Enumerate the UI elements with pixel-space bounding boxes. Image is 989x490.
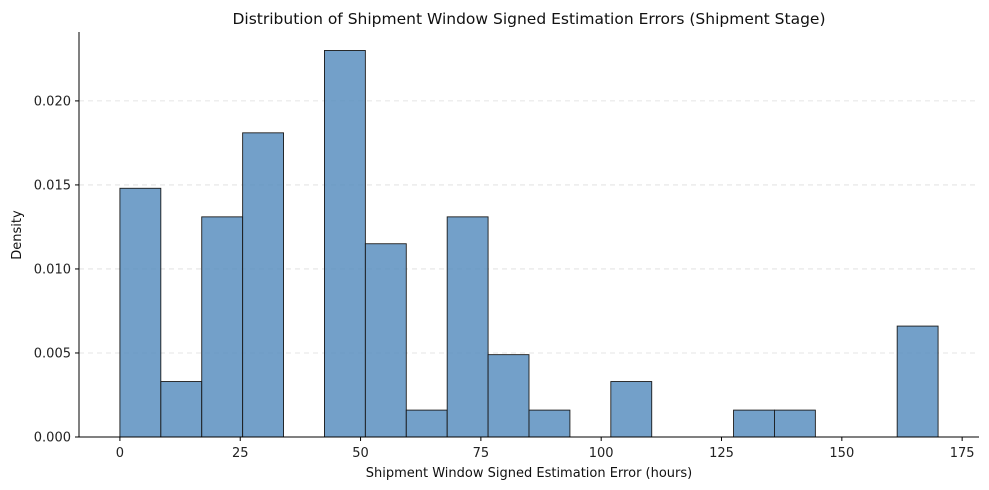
y-ticks: 0.000 0.005 0.010 0.015 0.020 [34, 94, 79, 446]
x-tick-label: 25 [232, 446, 249, 461]
grid-lines [79, 100, 979, 354]
histogram-bar [610, 381, 653, 438]
y-axis-label: Density [10, 210, 25, 260]
x-tick-label: 100 [589, 446, 614, 461]
histogram-bar [242, 132, 284, 438]
bars [119, 50, 939, 438]
y-tick-label: 0.005 [34, 346, 71, 361]
y-tick-label: 0.015 [34, 178, 71, 193]
y-tick-label: 0.000 [34, 431, 71, 446]
x-axis-label: Shipment Window Signed Estimation Error … [366, 466, 693, 481]
histogram-bar [324, 50, 366, 438]
x-tick-label: 50 [352, 446, 369, 461]
histogram-bar [528, 409, 571, 438]
x-ticks: 0 25 50 75 100 125 150 175 [116, 437, 975, 461]
histogram-bar [119, 187, 162, 438]
x-tick-label: 175 [950, 446, 975, 461]
x-tick-label: 75 [473, 446, 490, 461]
histogram-bar [774, 409, 816, 438]
x-tick-label: 0 [116, 446, 124, 461]
y-tick-label: 0.010 [34, 262, 71, 277]
histogram-bar [733, 409, 775, 438]
chart-title: Distribution of Shipment Window Signed E… [232, 10, 825, 28]
histogram-bar [446, 216, 489, 438]
histogram-bar [487, 354, 530, 438]
y-tick-label: 0.020 [34, 94, 71, 109]
histogram-bar [405, 409, 448, 438]
histogram-bar [201, 216, 244, 438]
axes [78, 32, 979, 438]
histogram-bar [896, 325, 939, 438]
x-tick-label: 150 [829, 446, 854, 461]
histogram-bar [364, 243, 407, 438]
histogram-bar [160, 381, 203, 438]
x-tick-label: 125 [709, 446, 734, 461]
